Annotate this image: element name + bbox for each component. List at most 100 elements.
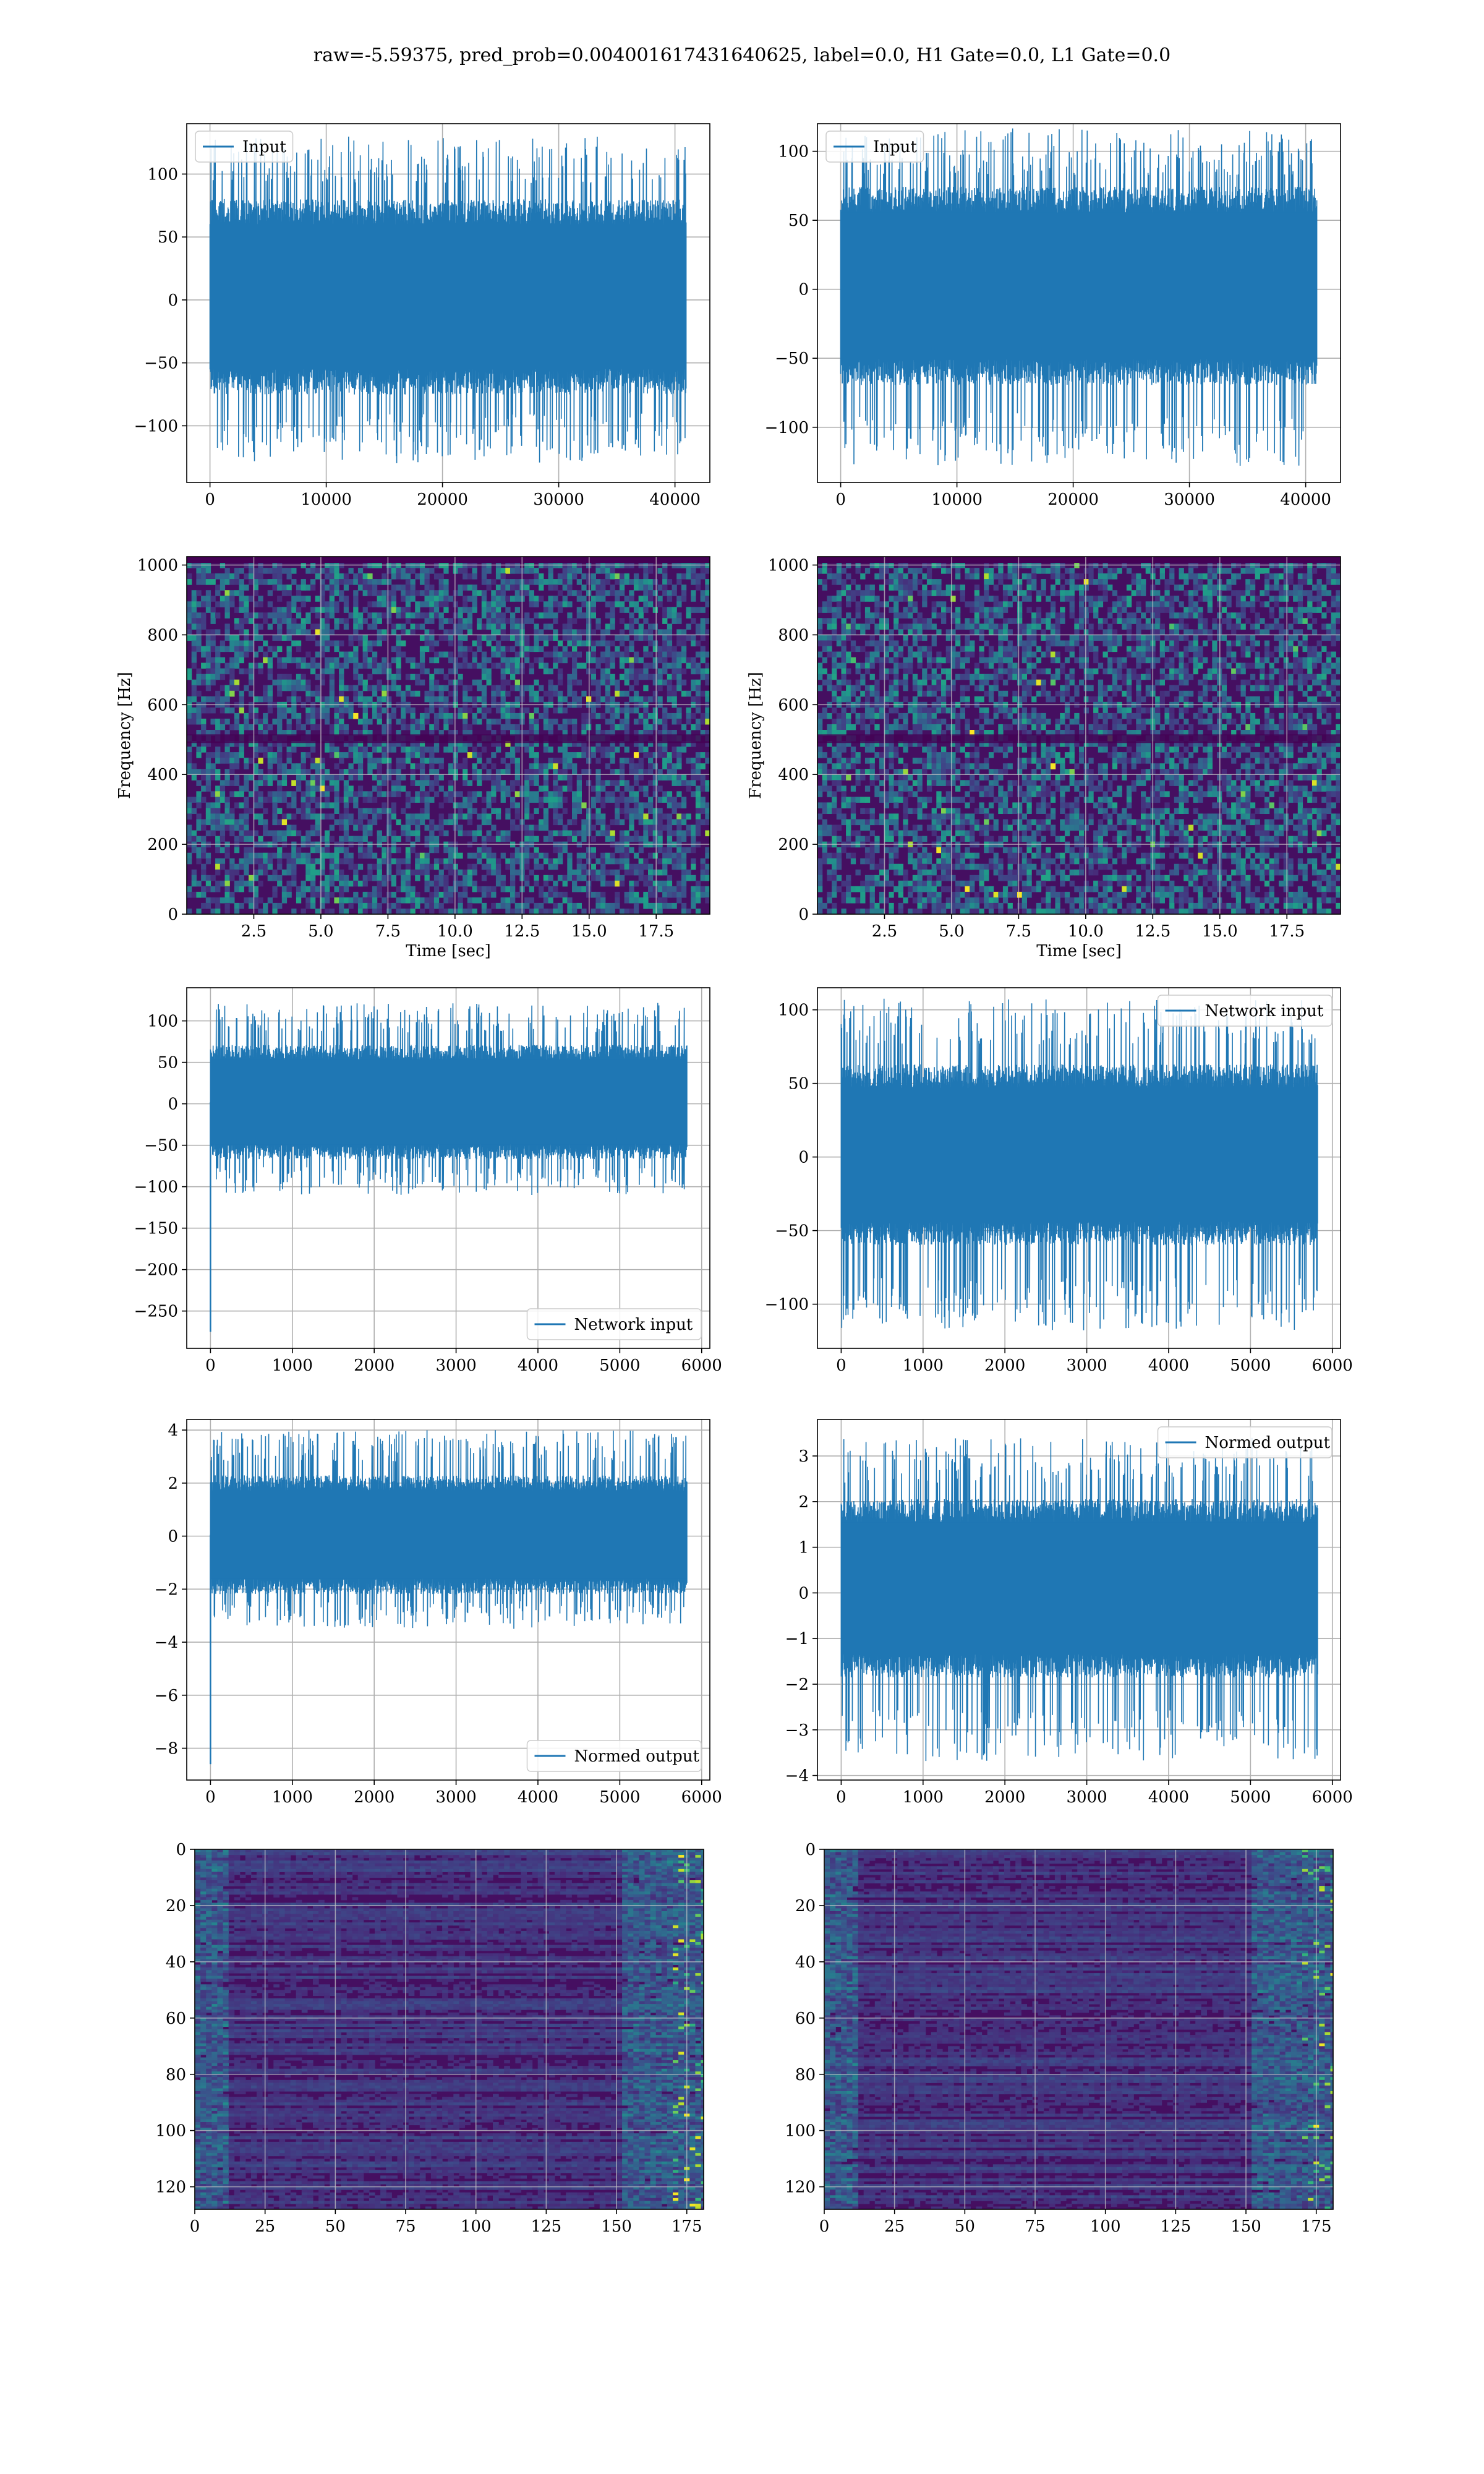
x-tick-label: 12.5 <box>1135 922 1171 941</box>
y-tick-label: 800 <box>147 626 178 644</box>
x-tick-label: 17.5 <box>638 922 674 941</box>
x-tick-label: 7.5 <box>375 922 401 941</box>
axes-frame <box>817 123 1341 483</box>
y-tick-label: 0 <box>176 1841 186 1859</box>
y-tick-label: −100 <box>134 417 178 435</box>
network-input-h1-chart: 0 1000 2000 3000 4000 5000 6000−250−200−150−10… <box>134 987 722 1375</box>
axes-frame <box>186 123 710 483</box>
input-h1-chart: 0 10000 20000 30000 40000 −100 −50 0 50 100 Input <box>134 123 710 509</box>
y-tick-label: 1000 <box>768 557 809 575</box>
y-tick-label: 1000 <box>137 557 178 575</box>
y-tick-label: −8 <box>155 1740 178 1758</box>
series-band <box>210 225 686 369</box>
x-tick-label: 3000 <box>1066 1356 1107 1375</box>
axes-frame <box>817 556 1341 915</box>
y-tick-label: 50 <box>158 1054 178 1072</box>
x-tick-label: 3000 <box>435 1356 476 1375</box>
legend-label: Input <box>873 138 917 156</box>
y-tick-label: 50 <box>788 1075 809 1094</box>
y-axis-label: Frequency [Hz] <box>746 672 765 799</box>
x-tick-label: 0 <box>205 490 215 509</box>
x-tick-label: 10.0 <box>1068 922 1104 941</box>
x-tick-label: 4000 <box>518 1788 558 1807</box>
x-tick-label: 10000 <box>301 490 352 509</box>
x-tick-label: 6000 <box>1312 1356 1353 1375</box>
x-tick-label: 100 <box>1090 2217 1121 2236</box>
y-tick-label: 120 <box>785 2178 816 2197</box>
x-tick-label: 20000 <box>417 490 468 509</box>
heatmap-cells <box>195 1849 704 2209</box>
x-tick-label: 15.0 <box>571 922 607 941</box>
x-tick-label: 0 <box>836 1788 846 1807</box>
axes-frame <box>817 987 1341 1349</box>
axes-frame <box>194 1849 704 2210</box>
legend: Normed output <box>526 1740 702 1772</box>
y-tick-label: 200 <box>778 836 809 854</box>
x-tick-label: 2.5 <box>872 922 897 941</box>
grid-lines <box>824 1849 1333 2209</box>
x-tick-label: 125 <box>531 2217 562 2236</box>
x-tick-label: 2.5 <box>241 922 267 941</box>
y-tick-label: −50 <box>144 354 178 373</box>
x-tick-label: 6000 <box>681 1356 722 1375</box>
network-input-l1-chart: 0 1000 2000 3000 4000 5000 6000 −100 −50 0 50 100 Ne… <box>765 987 1353 1375</box>
y-tick-label: 100 <box>778 143 809 161</box>
legend-label: Normed output <box>1205 1434 1331 1452</box>
x-tick-label: 50 <box>325 2217 346 2236</box>
legend: Network input <box>526 1308 702 1340</box>
legend-label: Normed output <box>574 1747 700 1766</box>
x-tick-label: 20000 <box>1047 490 1099 509</box>
x-tick-label: 5000 <box>599 1788 640 1807</box>
y-tick-label: 20 <box>795 1897 816 1915</box>
x-tick-label: 25 <box>884 2217 905 2236</box>
legend: Input <box>195 131 294 163</box>
x-tick-label: 1000 <box>272 1356 313 1375</box>
legend: Network input <box>1157 995 1333 1027</box>
y-tick-label: −250 <box>134 1303 178 1321</box>
x-tick-label: 5000 <box>1230 1788 1271 1807</box>
x-axis-label: Time [sec] <box>406 942 491 961</box>
x-tick-label: 6000 <box>1312 1788 1353 1807</box>
x-tick-label: 7.5 <box>1006 922 1031 941</box>
feature-map-l1-chart: 0 25 50 75 100 125 150 175 0 20 40 60 80 100 120 <box>785 1841 1334 2236</box>
y-tick-label: 600 <box>147 696 178 714</box>
y-tick-label: 2 <box>798 1493 809 1512</box>
x-tick-label: 50 <box>955 2217 975 2236</box>
x-tick-label: 5.0 <box>308 922 333 941</box>
y-tick-label: 60 <box>795 2010 816 2028</box>
y-tick-label: 40 <box>166 1953 186 1972</box>
y-tick-label: 4 <box>168 1421 178 1440</box>
figure-title: raw=-5.59375, pred_prob=0.00400161743164… <box>0 45 1484 66</box>
y-tick-label: 400 <box>147 766 178 784</box>
x-tick-label: 10000 <box>931 490 983 509</box>
y-tick-label: 100 <box>155 2122 186 2141</box>
x-tick-label: 30000 <box>1164 490 1215 509</box>
series-band <box>210 1059 687 1145</box>
y-axis-label: Frequency [Hz] <box>116 672 134 799</box>
normed-output-l1-chart: 0 1000 2000 3000 4000 5000 6000 −4 −3 −2 −1 0 1 2 3 Nor… <box>785 1419 1353 1807</box>
y-tick-label: 1 <box>798 1539 809 1557</box>
y-tick-label: −50 <box>775 1222 809 1241</box>
legend: Input <box>825 131 924 163</box>
y-tick-label: −150 <box>134 1220 178 1238</box>
x-tick-label: 4000 <box>1148 1788 1189 1807</box>
x-tick-label: 40000 <box>649 490 701 509</box>
axes-frame <box>824 1849 1334 2210</box>
x-tick-label: 0 <box>819 2217 830 2236</box>
x-tick-label: 30000 <box>533 490 584 509</box>
y-tick-label: 0 <box>168 1095 178 1114</box>
x-tick-label: 0 <box>836 1356 846 1375</box>
x-tick-label: 0 <box>205 1788 216 1807</box>
x-tick-label: 0 <box>205 1356 216 1375</box>
x-tick-label: 15.0 <box>1202 922 1238 941</box>
y-tick-label: −100 <box>765 419 809 437</box>
x-tick-label: 10.0 <box>437 922 473 941</box>
legend: Normed output <box>1157 1426 1333 1458</box>
x-tick-label: 0 <box>190 2217 200 2236</box>
grid-lines <box>187 988 710 1348</box>
x-axis-label: Time [sec] <box>1036 942 1122 961</box>
x-tick-label: 100 <box>461 2217 492 2236</box>
y-tick-label: 100 <box>778 1001 809 1020</box>
y-tick-label: 2 <box>168 1475 178 1493</box>
